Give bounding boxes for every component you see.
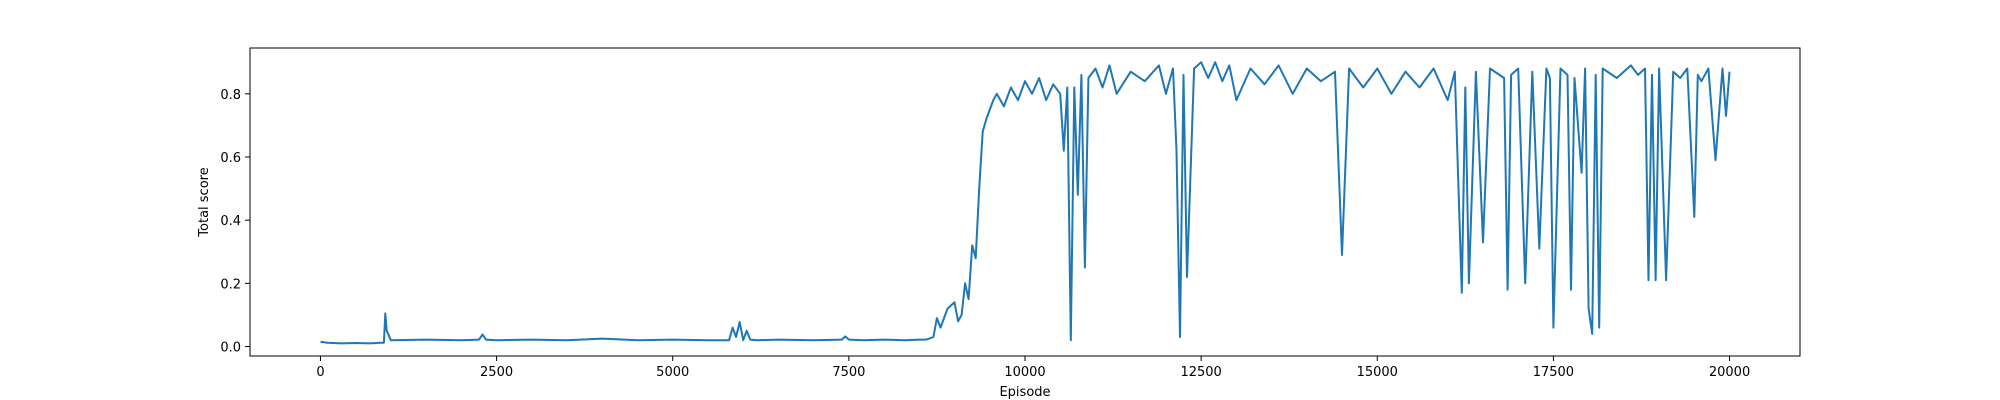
y-tick-label: 0.0	[220, 341, 241, 356]
x-tick-label: 20000	[1709, 365, 1750, 380]
x-tick-label: 17500	[1533, 365, 1574, 380]
x-tick-label: 7500	[832, 365, 865, 380]
y-axis-label: Total score	[197, 167, 212, 237]
plot-area	[320, 61, 1731, 345]
x-axis-ticks: 0 2500 5000 7500 10000 12500 15000 17500 20000	[316, 356, 1750, 380]
x-tick-label: 2500	[480, 365, 513, 380]
x-axis-label: Episode	[999, 385, 1050, 400]
x-tick-label: 0	[316, 365, 324, 380]
x-tick-label: 10000	[1004, 365, 1045, 380]
y-tick-label: 0.6	[220, 151, 241, 166]
x-tick-label: 12500	[1180, 365, 1221, 380]
y-tick-label: 0.2	[220, 277, 241, 292]
y-axis-ticks: 0.0 0.2 0.4 0.6 0.8	[220, 88, 250, 356]
y-tick-label: 0.8	[220, 88, 241, 103]
total-score-line	[320, 61, 1731, 345]
x-tick-label: 5000	[656, 365, 689, 380]
y-tick-label: 0.4	[220, 214, 241, 229]
x-tick-label: 15000	[1357, 365, 1398, 380]
